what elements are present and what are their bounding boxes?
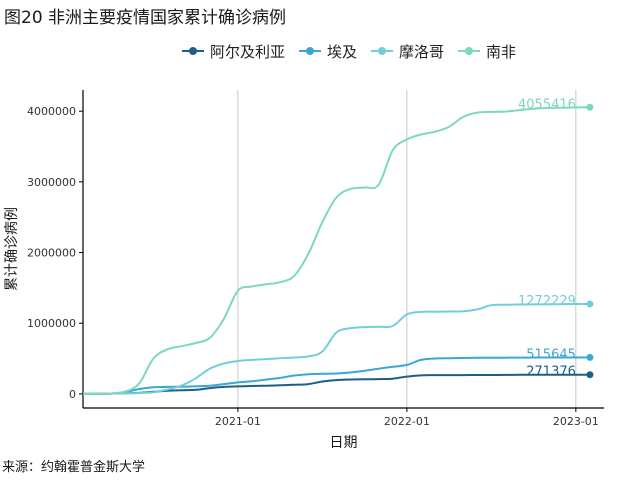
end-label-south-africa: 4055416 bbox=[518, 97, 576, 112]
legend-label-algeria: 阿尔及利亚 bbox=[210, 42, 286, 61]
x-tick-label-2: 2023-01 bbox=[553, 415, 599, 428]
legend-item-algeria[interactable]: 阿尔及利亚 bbox=[182, 41, 285, 62]
legend-item-egypt[interactable]: 埃及 bbox=[299, 41, 357, 62]
end-point-egypt bbox=[586, 353, 594, 361]
end-label-egypt: 515645 bbox=[526, 347, 576, 362]
y-tick-label-0: 0 bbox=[69, 388, 76, 401]
x-axis-title: 日期 bbox=[330, 435, 358, 451]
y-axis-title: 累计确诊病例 bbox=[4, 207, 20, 291]
series-line-algeria bbox=[82, 373, 590, 395]
legend-label-morocco: 摩洛哥 bbox=[399, 42, 445, 61]
legend-item-south-africa[interactable]: 南非 bbox=[458, 41, 516, 62]
legend-label-south-africa: 南非 bbox=[486, 42, 517, 61]
y-tick-label-3: 3000000 bbox=[27, 176, 76, 189]
end-label-algeria: 271376 bbox=[526, 365, 576, 380]
x-tick-label-1: 2022-01 bbox=[384, 415, 430, 428]
end-point-algeria bbox=[586, 371, 594, 379]
legend-key-south-africa bbox=[458, 44, 481, 58]
series-line-south-africa bbox=[82, 106, 590, 395]
legend-item-morocco[interactable]: 摩洛哥 bbox=[371, 41, 444, 62]
y-tick-label-1: 1000000 bbox=[27, 317, 76, 330]
chart-title: 图20 非洲主要疫情国家累计确诊病例 bbox=[4, 8, 287, 28]
legend-key-morocco bbox=[371, 44, 394, 58]
end-point-south-africa bbox=[586, 103, 594, 111]
legend-key-egypt bbox=[299, 44, 322, 58]
series-line-egypt bbox=[82, 356, 590, 395]
end-point-morocco bbox=[586, 300, 594, 308]
y-tick-label-4: 4000000 bbox=[27, 105, 76, 118]
x-tick-label-0: 2021-01 bbox=[215, 415, 261, 428]
legend-label-egypt: 埃及 bbox=[327, 42, 358, 61]
y-tick-label-2: 2000000 bbox=[27, 247, 76, 260]
end-label-morocco: 1272229 bbox=[518, 294, 576, 309]
legend-key-algeria bbox=[182, 44, 204, 58]
series-line-morocco bbox=[82, 303, 590, 395]
source-note: 来源：约翰霍普金斯大学 bbox=[2, 460, 146, 475]
legend: 阿尔及利亚 埃及 摩洛哥 南非 bbox=[182, 40, 530, 62]
